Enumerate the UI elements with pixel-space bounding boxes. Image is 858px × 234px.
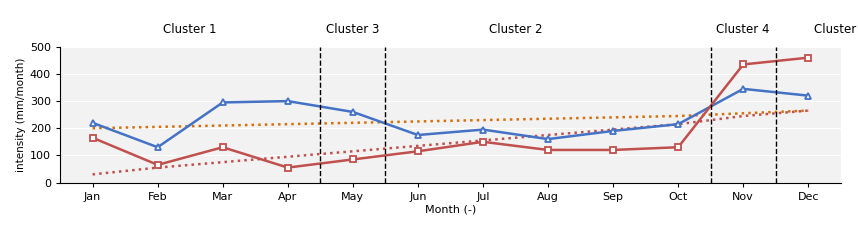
Text: Cluster 3: Cluster 3 <box>326 23 379 36</box>
Text: Cluster 1: Cluster 1 <box>814 23 858 36</box>
Text: Cluster 1: Cluster 1 <box>163 23 217 36</box>
Y-axis label: intensity (mm/month): intensity (mm/month) <box>15 58 26 172</box>
Text: Cluster 2: Cluster 2 <box>489 23 542 36</box>
Text: Cluster 4: Cluster 4 <box>716 23 770 36</box>
X-axis label: Month (-): Month (-) <box>425 204 476 214</box>
